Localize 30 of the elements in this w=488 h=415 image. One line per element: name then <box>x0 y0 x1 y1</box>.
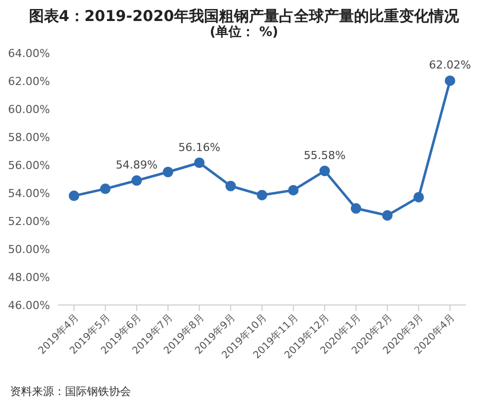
y-tick-label: 48.00% <box>8 270 50 284</box>
point <box>288 184 299 196</box>
y-tick-label: 60.00% <box>8 102 50 116</box>
point <box>162 166 174 178</box>
y-tick-label: 46.00% <box>8 298 50 312</box>
point <box>131 175 142 186</box>
data-label: 54.89% <box>116 158 158 172</box>
y-tick-label: 54.00% <box>8 186 50 200</box>
point <box>444 75 456 86</box>
point <box>350 203 362 214</box>
chart-subtitle: (单位： %) <box>208 25 280 41</box>
point <box>382 210 393 221</box>
point <box>319 166 330 176</box>
point <box>256 190 268 200</box>
y-tick-label: 52.00% <box>8 214 50 228</box>
data-label: 55.58% <box>304 148 346 162</box>
chart-title: 图表4：2019-2020年我国粗钢产量占全球产量的比重变化情况 <box>28 6 460 25</box>
data-label: 62.02% <box>429 58 471 72</box>
point <box>413 192 424 202</box>
y-tick-label: 56.00% <box>8 158 50 172</box>
point <box>194 158 205 168</box>
y-tick-label: 58.00% <box>8 130 50 144</box>
point <box>225 180 236 192</box>
data-label: 56.16% <box>178 140 220 154</box>
point <box>68 190 80 202</box>
y-tick-label: 64.00% <box>8 46 50 60</box>
point <box>100 184 111 194</box>
y-tick-label: 62.00% <box>8 74 50 88</box>
y-tick-label: 50.00% <box>8 242 50 256</box>
text: 资料来源：国际钢铁协会 <box>10 384 131 399</box>
